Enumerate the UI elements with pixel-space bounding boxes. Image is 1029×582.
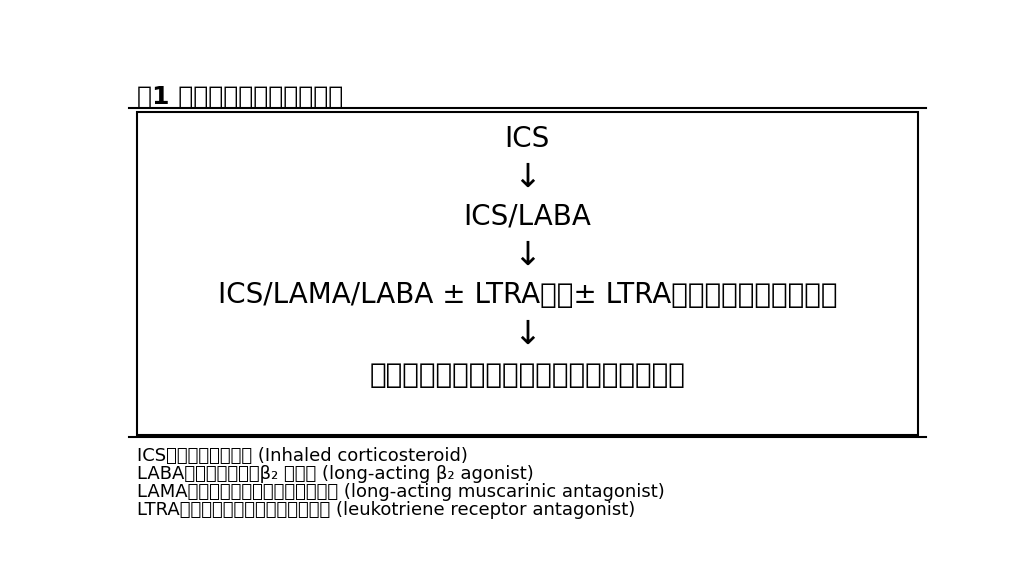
Text: ↓: ↓: [513, 318, 541, 351]
Text: ICS/LAMA/LABA ± LTRA　　± LTRA以外の抗アレルギー薬: ICS/LAMA/LABA ± LTRA ± LTRA以外の抗アレルギー薬: [217, 281, 838, 309]
Text: 図1 長期管理の基本的な戦略: 図1 長期管理の基本的な戦略: [137, 84, 343, 108]
Bar: [137, 112, 918, 435]
Text: LABA：長時間作用性β₂ 刺激薬 (long-acting β₂ agonist): LABA：長時間作用性β₂ 刺激薬 (long-acting β₂ agonis…: [137, 465, 533, 483]
Text: ↓: ↓: [513, 239, 541, 271]
Text: LAMA：長時間作用性吸入抗コリン薬 (long-acting muscarinic antagonist): LAMA：長時間作用性吸入抗コリン薬 (long-acting muscarin…: [137, 483, 665, 501]
Text: ICS: ICS: [505, 125, 549, 153]
Text: ICS/LABA: ICS/LABA: [463, 203, 592, 231]
Text: LTRA：ロイコトリエン受容体拮抗薬 (leukotriene receptor antagonist): LTRA：ロイコトリエン受容体拮抗薬 (leukotriene receptor…: [137, 501, 635, 519]
Text: ICS：吸入ステロイド (Inhaled corticosteroid): ICS：吸入ステロイド (Inhaled corticosteroid): [137, 447, 467, 465]
Text: 生物学的製剤の併用（専門医に紹介する）: 生物学的製剤の併用（専門医に紹介する）: [369, 361, 685, 389]
Text: ↓: ↓: [513, 161, 541, 194]
